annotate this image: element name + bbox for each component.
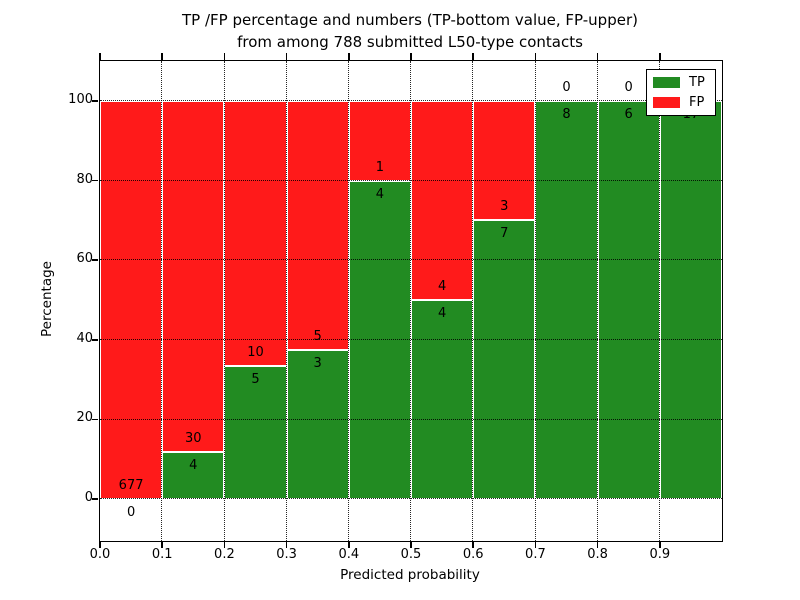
fp-count-label: 5 — [313, 328, 322, 344]
tp-bar-segment — [535, 101, 598, 499]
x-top-tick-mark — [285, 53, 288, 60]
y-tick-label: 20 — [76, 410, 93, 426]
x-top-tick-mark — [659, 53, 661, 60]
tp-count-label: 3 — [313, 355, 322, 371]
fp-bar-segment — [473, 101, 536, 221]
y-tick-mark — [91, 498, 98, 500]
plot-area: TP FP 67703041055314443708060170.00.10.2… — [90, 53, 723, 562]
x-tick-mark — [534, 541, 537, 548]
x-tick-mark — [285, 541, 288, 548]
fp-bar-segment — [224, 101, 287, 367]
x-axis-label: Predicted probability — [340, 567, 480, 583]
tp-count-label: 4 — [375, 186, 385, 202]
v-gridline — [410, 61, 412, 541]
x-tick-mark — [223, 541, 226, 548]
y-tick-label: 60 — [76, 251, 93, 267]
fp-count-label: 0 — [624, 80, 633, 95]
x-tick-label: 0.2 — [214, 547, 235, 562]
tp-bar-segment — [597, 101, 660, 499]
fp-count-label: 3 — [500, 199, 509, 215]
x-tick-mark — [161, 541, 163, 548]
tp-count-label: 0 — [126, 505, 136, 520]
tp-count-label: 8 — [562, 107, 571, 122]
x-tick-mark — [659, 541, 661, 548]
x-tick-mark — [99, 541, 101, 548]
chart-title-line2: from among 788 submitted L50-type contac… — [237, 33, 583, 51]
fp-count-label: 677 — [118, 478, 144, 493]
tp-bar-segment — [162, 452, 225, 499]
tp-count-label: 4 — [437, 306, 447, 321]
x-tick-mark — [410, 541, 412, 548]
fp-bar-segment — [162, 101, 225, 453]
x-tick-label: 0.4 — [338, 547, 360, 562]
tp-bar-segment — [473, 220, 536, 499]
x-tick-label: 0.3 — [276, 547, 297, 562]
legend-row-fp: FP — [653, 96, 709, 109]
x-top-tick-mark — [596, 53, 599, 60]
y-tick-label: 40 — [76, 330, 93, 346]
fp-count-label: 0 — [562, 80, 571, 95]
v-gridline — [472, 61, 474, 541]
y-tick-mark — [91, 418, 98, 421]
x-tick-mark — [472, 541, 474, 548]
tp-count-label: 6 — [624, 107, 633, 122]
tp-bar-segment — [659, 101, 722, 499]
x-top-tick-mark — [161, 53, 163, 60]
fp-legend-swatch — [653, 97, 680, 108]
chart-title: TP /FP percentage and numbers (TP-bottom… — [99, 9, 721, 53]
x-top-tick-mark — [223, 53, 226, 60]
fp-bar-segment — [286, 101, 349, 350]
y-axis-label: Percentage — [39, 261, 55, 337]
tp-legend-label: TP — [689, 75, 705, 90]
x-tick-label: 0.5 — [400, 547, 422, 562]
tp-bar-segment — [286, 349, 349, 499]
tp-legend-swatch — [653, 77, 680, 88]
x-tick-label: 0.1 — [151, 547, 173, 562]
chart-title-line1: TP /FP percentage and numbers (TP-bottom… — [182, 11, 638, 29]
x-tick-mark — [596, 541, 599, 548]
fp-count-label: 1 — [375, 159, 385, 175]
tp-count-label: 5 — [251, 372, 260, 388]
fp-count-label: 4 — [437, 279, 447, 294]
y-tick-label: 80 — [76, 171, 93, 187]
y-tick-label: 100 — [68, 92, 93, 107]
x-tick-label: 0.7 — [525, 547, 546, 562]
fp-count-label: 30 — [185, 431, 202, 447]
y-tick-mark — [91, 339, 98, 341]
x-top-tick-mark — [99, 53, 101, 60]
fp-bar-segment — [100, 101, 163, 499]
tp-count-label: 4 — [189, 458, 198, 474]
tp-bar-segment — [224, 366, 287, 499]
x-top-tick-mark — [472, 53, 474, 60]
x-tick-label: 0.0 — [89, 547, 111, 562]
v-gridline — [596, 61, 598, 541]
x-top-tick-mark — [348, 53, 350, 60]
v-gridline — [534, 61, 536, 541]
legend: TP FP — [646, 69, 716, 116]
tp-bar-segment — [411, 300, 474, 499]
fp-count-label: 10 — [247, 345, 264, 361]
v-gridline — [659, 61, 661, 541]
v-gridline — [161, 61, 163, 541]
y-tick-label: 0 — [84, 490, 93, 505]
legend-row-tp: TP — [653, 76, 709, 89]
y-tick-mark — [91, 100, 98, 102]
x-tick-label: 0.9 — [649, 547, 671, 562]
x-tick-mark — [348, 541, 350, 548]
y-tick-mark — [91, 179, 98, 182]
tp-count-label: 7 — [500, 226, 509, 242]
y-tick-mark — [91, 259, 98, 261]
v-gridline — [285, 61, 287, 541]
x-tick-label: 0.8 — [587, 547, 608, 562]
v-gridline — [223, 61, 225, 541]
x-tick-label: 0.6 — [462, 547, 484, 562]
x-top-tick-mark — [534, 53, 537, 60]
fp-legend-label: FP — [689, 95, 705, 110]
x-top-tick-mark — [410, 53, 412, 60]
v-gridline — [348, 61, 350, 541]
fp-bar-segment — [411, 101, 474, 300]
